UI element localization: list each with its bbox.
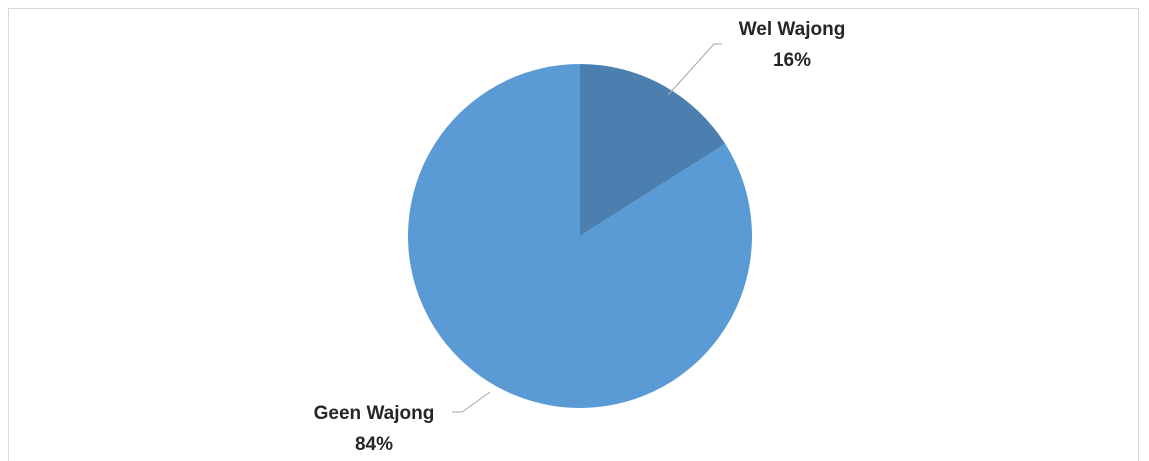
pie-slice-geen-wajong	[408, 64, 752, 408]
leader-line-geen-wajong	[452, 391, 491, 413]
slice-label-value-geen-wajong: 84%	[355, 434, 393, 455]
slice-label-name-geen-wajong: Geen Wajong	[314, 403, 435, 424]
leader-line-wel-wajong	[667, 43, 722, 96]
pie-slices	[408, 64, 752, 408]
pie-slice-wel-wajong	[580, 64, 726, 236]
slice-label-value-wel-wajong: 16%	[773, 50, 811, 71]
slice-label-name-wel-wajong: Wel Wajong	[739, 19, 846, 40]
